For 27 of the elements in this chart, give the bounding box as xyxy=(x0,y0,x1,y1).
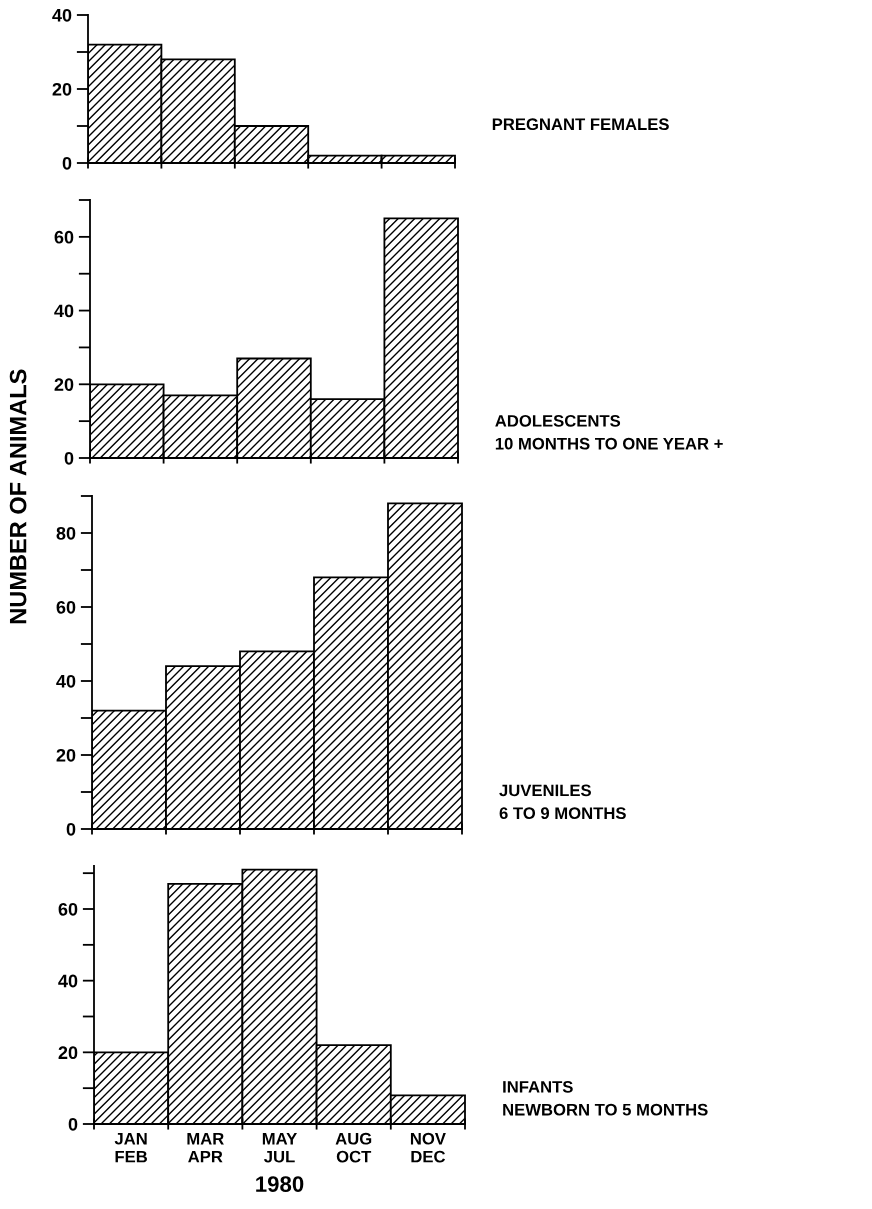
text: JUVENILES 6 TO 9 MONTHS xyxy=(499,784,626,820)
text: INFANTS NEWBORN TO 5 MONTHS xyxy=(503,1080,708,1116)
y-axis-title: NUMBER OF ANIMALS xyxy=(9,369,27,624)
x-tick-label: MAY JUL xyxy=(262,1132,297,1163)
x-axis-title: 1980 xyxy=(256,1176,304,1192)
text: PREGNANT FEMALES xyxy=(492,118,669,131)
y-tick-label: 0 xyxy=(66,822,76,836)
y-tick-label: 60 xyxy=(58,902,78,916)
x-tick-label: AUG OCT xyxy=(335,1132,372,1163)
y-tick-label: 80 xyxy=(56,526,76,540)
y-tick-label: 40 xyxy=(56,674,76,688)
y-tick-label: 60 xyxy=(54,230,74,244)
x-tick-label: NOV DEC xyxy=(410,1132,446,1163)
x-tick-label: JAN FEB xyxy=(114,1132,148,1163)
y-tick-label: 40 xyxy=(54,304,74,318)
text: ADOLESCENTS 10 MONTHS TO ONE YEAR + xyxy=(495,414,723,450)
y-tick-label: 40 xyxy=(58,974,78,988)
y-tick-label: 60 xyxy=(56,600,76,614)
x-tick-label: MAR APR xyxy=(187,1132,224,1163)
y-tick-label: 0 xyxy=(62,156,72,170)
y-tick-label: 20 xyxy=(56,748,76,762)
y-tick-label: 0 xyxy=(64,451,74,465)
y-tick-label: 20 xyxy=(54,378,74,392)
y-tick-label: 20 xyxy=(52,82,72,96)
y-tick-label: 40 xyxy=(52,8,72,22)
y-tick-label: 20 xyxy=(58,1046,78,1060)
y-tick-label: 0 xyxy=(68,1117,78,1131)
